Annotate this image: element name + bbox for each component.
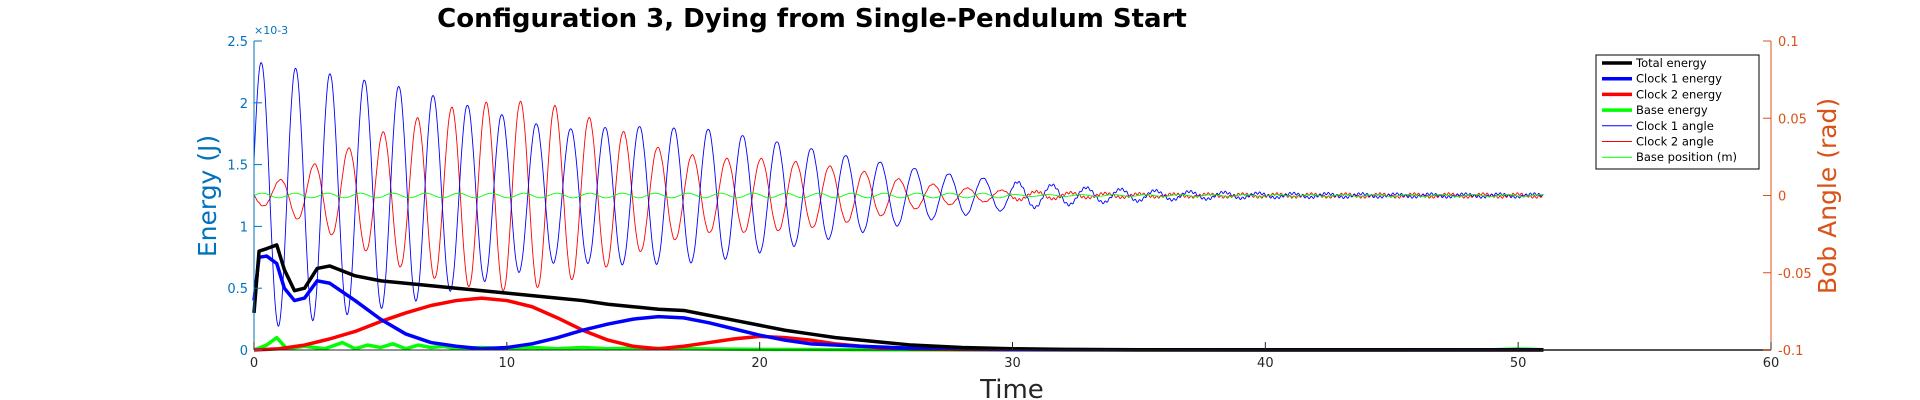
x-tick-label: 20 (751, 356, 768, 371)
plot-background (254, 41, 1771, 350)
legend-label-clock-1-energy: Clock 1 energy (1636, 72, 1722, 86)
legend-label-clock-2-energy: Clock 2 energy (1636, 87, 1722, 101)
left-tick-label: 0.5 (227, 282, 248, 297)
legend-label-clock-1-angle: Clock 1 angle (1636, 119, 1714, 133)
left-ticks: 0 0.5 1 1.5 2 2.5 (227, 35, 262, 359)
series-total-energy (252, 243, 1544, 352)
series-clock-2-angle (253, 100, 1544, 292)
right-tick-label: -0.05 (1778, 267, 1812, 282)
left-axis-label: Energy (J) (193, 135, 222, 257)
right-tick-label: 0 (1778, 190, 1786, 205)
legend-box (1595, 54, 1760, 170)
axes: 0 10 20 30 40 50 60 0 0.5 1 1.5 2 2.5 -0.1 -0.05 0 0.0… (227, 35, 1811, 371)
left-tick-label: 1.5 (227, 159, 248, 174)
x-tick-label: 60 (1763, 356, 1780, 371)
x-tick-label: 10 (499, 356, 516, 371)
x-tick-label: 50 (1510, 356, 1527, 371)
series-clock-1-angle (253, 62, 1544, 327)
x-tick-label: 0 (250, 356, 258, 371)
left-axis-exponent: ×10-3 (254, 24, 288, 37)
left-tick-label: 2 (240, 97, 248, 112)
legend-label-total-energy: Total energy (1635, 56, 1707, 70)
right-ticks: -0.1 -0.05 0 0.05 0.1 (1763, 35, 1812, 359)
x-axis-label: Time (979, 375, 1044, 400)
right-tick-label: 0.05 (1778, 112, 1807, 127)
left-tick-label: 2.5 (227, 35, 248, 50)
left-tick-label: 0 (240, 344, 248, 359)
legend-label-clock-2-angle: Clock 2 angle (1636, 135, 1714, 149)
legend-label-base-energy: Base energy (1636, 103, 1708, 117)
x-ticks: 0 10 20 30 40 50 60 (250, 342, 1779, 371)
right-axis-label: Bob Angle (rad) (1813, 98, 1842, 294)
series-base-position-m (253, 192, 1544, 199)
chart-title: Configuration 3, Dying from Single-Pendu… (437, 4, 1187, 34)
plot-area (252, 41, 1771, 352)
right-tick-label: -0.1 (1778, 344, 1803, 359)
left-tick-label: 1 (240, 220, 248, 235)
legend-label-base-position-m: Base position (m) (1636, 150, 1737, 164)
x-tick-label: 30 (1004, 356, 1021, 371)
x-tick-label: 40 (1257, 356, 1274, 371)
right-tick-label: 0.1 (1778, 35, 1799, 50)
